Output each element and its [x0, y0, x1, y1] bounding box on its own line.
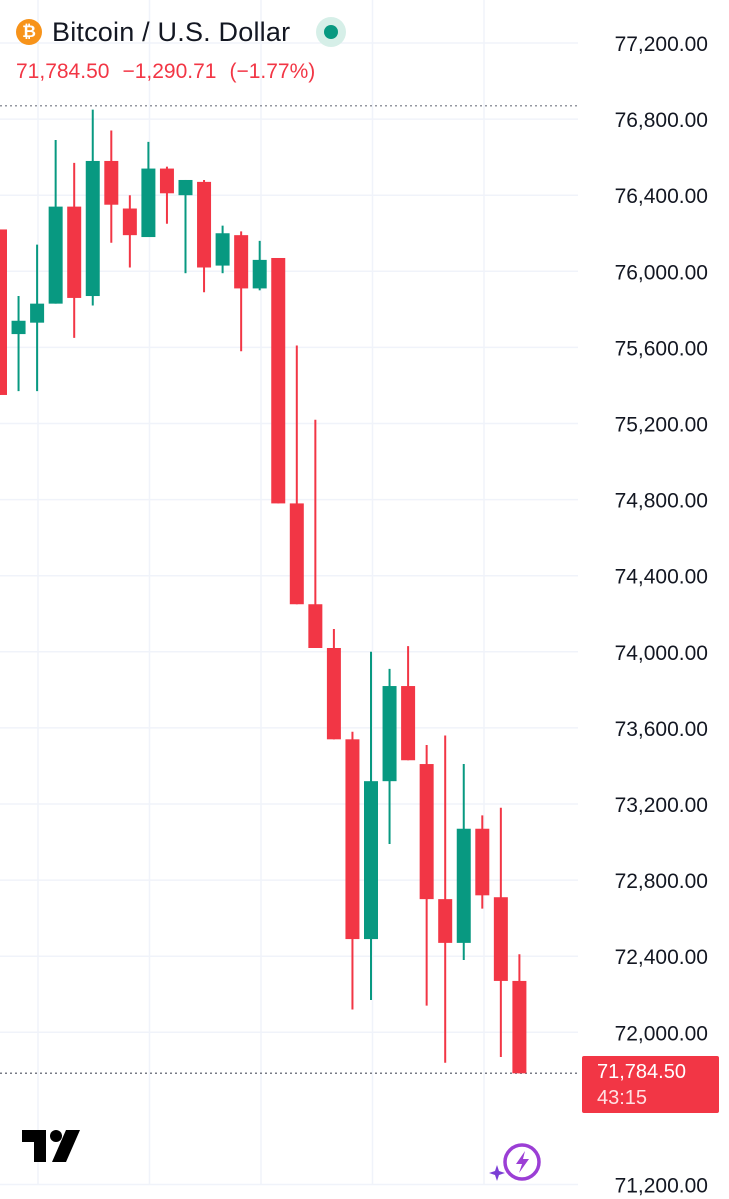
candle-body	[234, 235, 249, 289]
symbol-title[interactable]: Bitcoin / U.S. Dollar	[52, 16, 291, 47]
candle-body	[475, 828, 490, 896]
bitcoin-icon: ₿	[16, 19, 42, 45]
candle-body	[48, 206, 63, 304]
candle-body	[141, 168, 156, 238]
candle	[364, 651, 378, 1000]
candle	[30, 244, 45, 392]
candle-body	[345, 739, 360, 940]
candle	[104, 130, 119, 243]
candle	[197, 179, 212, 293]
candle	[271, 257, 286, 504]
candle	[326, 628, 341, 740]
price-tick-label: 73,600.00	[615, 718, 708, 741]
candle-body	[493, 897, 508, 981]
candle	[178, 179, 193, 274]
price-tick-label: 77,200.00	[615, 33, 708, 56]
price-tick-label: 74,800.00	[615, 490, 708, 513]
candle	[289, 345, 304, 605]
lightning-icon[interactable]	[488, 1139, 544, 1187]
candle	[215, 225, 230, 274]
bar-countdown: 43:15	[597, 1087, 648, 1109]
price-tick-label: 76,000.00	[615, 261, 708, 284]
candle-body	[67, 206, 82, 298]
candle-body	[308, 604, 323, 648]
candle-body	[85, 160, 100, 297]
market-status-dot	[324, 25, 339, 39]
tradingview-logo-icon[interactable]	[22, 1130, 80, 1162]
candle-body	[364, 781, 378, 940]
candle	[512, 954, 527, 1074]
candle	[0, 229, 7, 395]
candle	[67, 162, 82, 338]
candle-body	[512, 980, 527, 1074]
candles	[0, 109, 527, 1074]
candle-body	[215, 233, 230, 266]
candle-body	[11, 320, 26, 335]
candle	[252, 240, 267, 291]
candle-body	[271, 257, 286, 504]
candle	[11, 296, 26, 392]
candle	[493, 807, 508, 1058]
candle	[401, 646, 416, 761]
symbol-header: ₿ Bitcoin / U.S. Dollar 71,784.50 −1,290…	[16, 14, 347, 84]
candle	[122, 195, 137, 268]
candle	[382, 668, 397, 844]
candle-body	[401, 686, 416, 761]
candle-body	[289, 503, 304, 605]
current-price-label: 71,784.50 43:15	[582, 1056, 719, 1113]
price-tick-label: 71,200.00	[615, 1175, 708, 1198]
price-change-percent: (−1.77%)	[229, 60, 316, 83]
candle	[438, 735, 453, 1063]
candle	[308, 419, 323, 648]
price-change: −1,290.71	[122, 60, 217, 83]
price-tick-label: 74,000.00	[615, 642, 708, 665]
candle-body	[178, 179, 193, 196]
candle	[345, 731, 360, 1010]
candle	[48, 140, 63, 304]
market-status-icon[interactable]	[316, 17, 347, 47]
candle-body	[197, 181, 212, 268]
price-tick-label: 73,200.00	[615, 794, 708, 817]
price-tick-label: 72,000.00	[615, 1022, 708, 1045]
price-tick-label: 72,400.00	[615, 946, 708, 969]
candle-body	[30, 303, 45, 323]
candle	[456, 764, 471, 961]
price-tick-label: 75,200.00	[615, 414, 708, 437]
candle	[419, 745, 434, 1006]
candle-body	[0, 229, 7, 395]
candle	[234, 231, 249, 352]
candle-body	[456, 828, 471, 943]
candle-body	[252, 259, 267, 289]
price-tick-label: 72,800.00	[615, 870, 708, 893]
price-tick-label: 74,400.00	[615, 566, 708, 589]
candle	[475, 815, 490, 909]
candle-body	[159, 168, 174, 194]
price-tick-label: 76,400.00	[615, 185, 708, 208]
last-price: 71,784.50	[16, 60, 110, 83]
candle-body	[122, 208, 137, 236]
candle	[141, 141, 156, 238]
chart-grid	[0, 0, 578, 1186]
candle	[159, 166, 174, 224]
current-price-value: 71,784.50	[597, 1061, 686, 1083]
candle-body	[419, 764, 434, 900]
price-tick-label: 75,600.00	[615, 337, 708, 360]
candle-body	[382, 686, 397, 782]
candle-body	[326, 647, 341, 740]
candle	[85, 109, 100, 306]
candle-body	[104, 160, 119, 205]
candle-body	[438, 899, 453, 943]
price-tick-label: 76,800.00	[615, 109, 708, 132]
price-axis: 77,200.00 76,800.00 76,400.00 76,000.00 75,6…	[615, 33, 708, 1198]
reference-lines	[0, 105, 578, 1075]
